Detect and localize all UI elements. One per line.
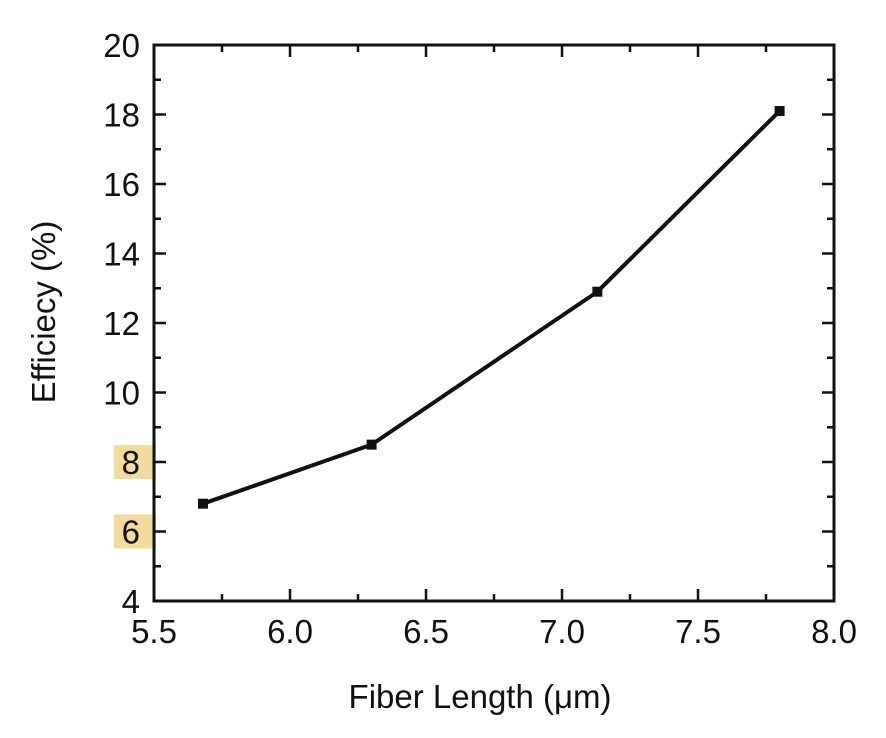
x-tick-label: 5.5 <box>131 613 177 650</box>
y-tick-highlight <box>114 445 156 479</box>
data-point <box>197 498 208 509</box>
data-series <box>197 106 785 509</box>
y-axis-title: Efficiecy (%) <box>25 221 62 404</box>
data-point <box>774 106 785 117</box>
data-point <box>592 286 603 297</box>
x-tick-label: 6.0 <box>267 613 313 650</box>
x-tick-label: 7.0 <box>539 613 585 650</box>
tick-highlights <box>114 445 156 549</box>
y-tick-label: 6 <box>122 514 140 551</box>
y-tick-label: 14 <box>103 236 140 273</box>
y-tick-label: 18 <box>103 97 140 134</box>
plot-area-frame <box>152 43 836 603</box>
y-tick-label: 10 <box>103 375 140 412</box>
x-axis-title: Fiber Length (μm) <box>349 678 612 715</box>
y-tick-label: 8 <box>122 444 140 481</box>
y-tick-highlight <box>114 514 156 549</box>
x-tick-label: 6.5 <box>403 613 449 650</box>
tick-labels: 5.5 6.0 6.5 7.0 7.5 8.0 4 6 8 10 12 14 16 18 20 <box>103 27 857 650</box>
y-tick-label: 20 <box>103 27 140 64</box>
x-tick-label: 8.0 <box>811 613 857 650</box>
x-tick-label: 7.5 <box>675 613 721 650</box>
y-tick-label: 12 <box>103 305 140 342</box>
data-point <box>366 439 377 450</box>
axis-ticks <box>152 43 836 603</box>
series-line <box>202 109 782 506</box>
y-tick-label: 16 <box>103 166 140 203</box>
y-tick-label: 4 <box>122 583 140 620</box>
